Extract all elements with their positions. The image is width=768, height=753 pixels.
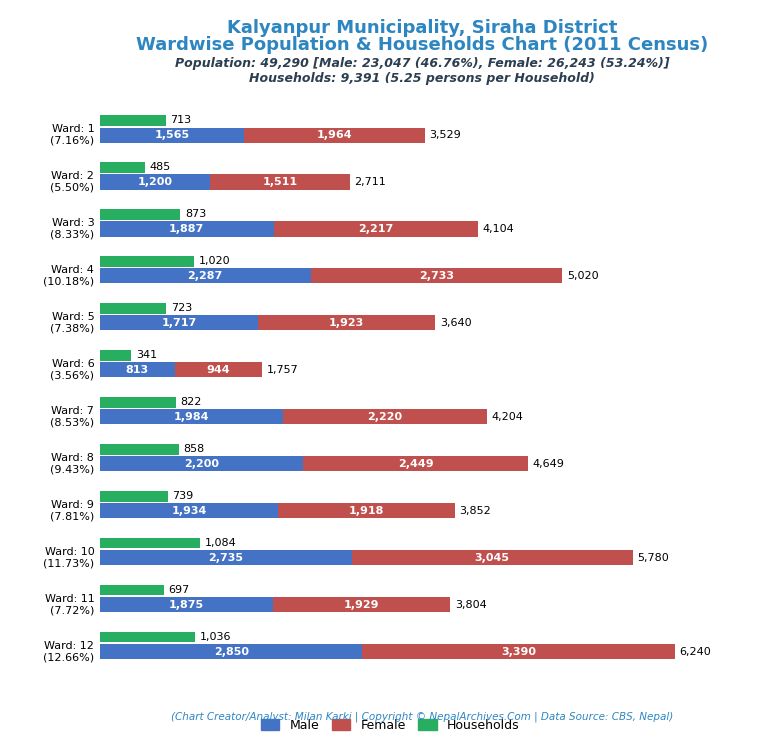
Text: 1,929: 1,929 [344, 600, 379, 610]
Text: 1,964: 1,964 [316, 130, 353, 140]
Text: 2,200: 2,200 [184, 459, 219, 469]
Bar [100, 456, 303, 471]
Bar [100, 632, 195, 642]
Text: 2,850: 2,850 [214, 647, 249, 657]
Text: 713: 713 [170, 115, 191, 126]
Text: 2,217: 2,217 [359, 224, 393, 234]
Bar [100, 645, 362, 660]
Bar [100, 504, 278, 518]
Text: 6,240: 6,240 [680, 647, 711, 657]
Bar [273, 597, 450, 612]
Text: 697: 697 [169, 585, 190, 596]
Text: 5,780: 5,780 [637, 553, 669, 563]
Bar [100, 209, 180, 220]
Bar [100, 163, 144, 172]
Bar [100, 444, 179, 455]
Text: 2,735: 2,735 [208, 553, 243, 563]
Text: 2,449: 2,449 [398, 459, 433, 469]
Bar [100, 350, 131, 361]
Text: 1,887: 1,887 [169, 224, 204, 234]
Bar [100, 550, 352, 566]
Text: 1,565: 1,565 [154, 130, 190, 140]
Bar [244, 127, 425, 142]
Text: 3,390: 3,390 [502, 647, 536, 657]
Bar [100, 316, 258, 331]
Bar [100, 221, 273, 236]
Bar [210, 175, 349, 190]
Bar [100, 127, 244, 142]
Bar [278, 504, 455, 518]
Text: 1,084: 1,084 [204, 538, 236, 548]
Text: 1,918: 1,918 [349, 506, 384, 516]
Text: 1,511: 1,511 [263, 177, 298, 187]
Text: 3,529: 3,529 [429, 130, 462, 140]
Bar [283, 410, 487, 425]
Text: 858: 858 [184, 444, 205, 454]
Text: Wardwise Population & Households Chart (2011 Census): Wardwise Population & Households Chart (… [136, 36, 709, 54]
Text: 1,984: 1,984 [174, 412, 209, 422]
Text: 4,649: 4,649 [533, 459, 564, 469]
Bar [100, 597, 273, 612]
Bar [100, 585, 164, 596]
Bar [362, 645, 675, 660]
Text: 2,220: 2,220 [367, 412, 402, 422]
Bar [100, 362, 175, 377]
Bar [175, 362, 262, 377]
Text: 3,852: 3,852 [459, 506, 492, 516]
Text: 4,104: 4,104 [482, 224, 515, 234]
Text: 5,020: 5,020 [567, 271, 599, 281]
Bar [100, 491, 168, 501]
Text: 739: 739 [173, 492, 194, 501]
Bar [100, 397, 176, 407]
Bar [100, 256, 194, 267]
Text: 944: 944 [207, 365, 230, 375]
Bar [100, 303, 167, 313]
Bar [100, 175, 210, 190]
Bar [310, 269, 562, 283]
Text: 2,733: 2,733 [419, 271, 454, 281]
Text: 1,020: 1,020 [198, 257, 230, 267]
Text: 1,036: 1,036 [200, 633, 231, 642]
Text: Kalyanpur Municipality, Siraha District: Kalyanpur Municipality, Siraha District [227, 19, 617, 37]
Text: 2,287: 2,287 [187, 271, 223, 281]
Text: 822: 822 [180, 398, 201, 407]
Text: 3,804: 3,804 [455, 600, 487, 610]
Text: 485: 485 [149, 163, 170, 172]
Text: (Chart Creator/Analyst: Milan Karki | Copyright © NepalArchives.Com | Data Sourc: (Chart Creator/Analyst: Milan Karki | Co… [171, 712, 674, 722]
Text: 3,640: 3,640 [440, 318, 472, 328]
Bar [352, 550, 633, 566]
Bar [303, 456, 528, 471]
Text: 873: 873 [185, 209, 206, 219]
Text: 4,204: 4,204 [492, 412, 524, 422]
Text: 3,045: 3,045 [475, 553, 510, 563]
Text: 1,934: 1,934 [171, 506, 207, 516]
Text: Population: 49,290 [Male: 23,047 (46.76%), Female: 26,243 (53.24%)]: Population: 49,290 [Male: 23,047 (46.76%… [175, 57, 670, 70]
Bar [258, 316, 435, 331]
Bar [100, 115, 166, 126]
Bar [100, 538, 200, 548]
Text: 813: 813 [126, 365, 149, 375]
Bar [273, 221, 478, 236]
Text: Households: 9,391 (5.25 persons per Household): Households: 9,391 (5.25 persons per Hous… [250, 72, 595, 85]
Legend: Male, Female, Households: Male, Female, Households [256, 714, 525, 737]
Bar [100, 410, 283, 425]
Text: 2,711: 2,711 [354, 177, 386, 187]
Text: 723: 723 [171, 303, 192, 313]
Text: 1,200: 1,200 [137, 177, 173, 187]
Text: 1,923: 1,923 [329, 318, 364, 328]
Text: 341: 341 [136, 350, 157, 361]
Bar [100, 269, 310, 283]
Text: 1,875: 1,875 [169, 600, 204, 610]
Text: 1,757: 1,757 [266, 365, 298, 375]
Text: 1,717: 1,717 [161, 318, 197, 328]
